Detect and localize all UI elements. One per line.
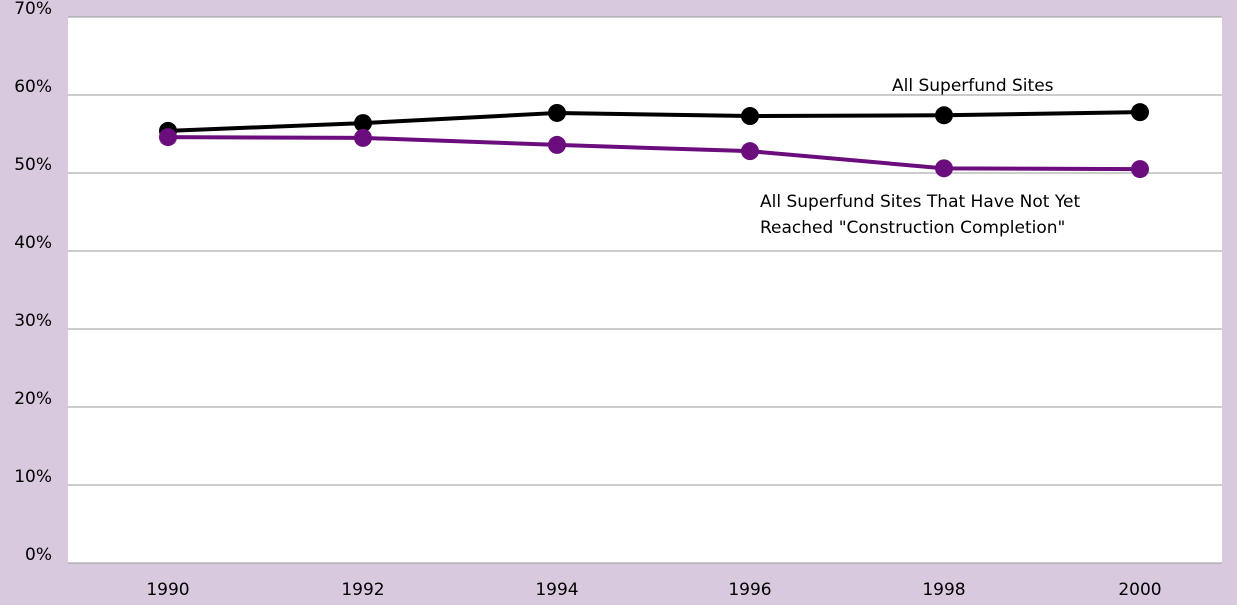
y-tick-label: 20% (14, 389, 52, 409)
series-label: All Superfund Sites That Have Not Yet Re… (760, 192, 1081, 238)
y-tick-label: 70% (14, 0, 52, 19)
data-point (159, 128, 177, 147)
y-tick-label: 30% (14, 311, 52, 331)
x-tick-label: 1996 (728, 580, 771, 600)
data-point (354, 128, 372, 147)
data-point (935, 106, 953, 125)
plot-area (68, 17, 1222, 563)
x-tick-label: 1998 (922, 580, 965, 600)
data-point (548, 135, 566, 154)
data-point (1131, 160, 1149, 179)
data-point (1131, 103, 1149, 122)
y-tick-label: 50% (14, 155, 52, 175)
x-tick-label: 1994 (535, 580, 578, 600)
data-point (741, 142, 759, 161)
y-tick-label: 10% (14, 467, 52, 487)
series-label: All Superfund Sites (892, 76, 1054, 96)
x-tick-label: 1990 (146, 580, 189, 600)
series-line (167, 110, 1141, 133)
x-tick-label: 2000 (1118, 580, 1161, 600)
data-point (935, 159, 953, 178)
y-tick-label: 0% (25, 545, 52, 565)
data-point (741, 107, 759, 126)
x-tick-label: 1992 (341, 580, 384, 600)
data-point (354, 114, 372, 133)
y-tick-label: 40% (14, 233, 52, 253)
data-point (548, 103, 566, 122)
series-line (167, 135, 1141, 172)
y-tick-label: 60% (14, 77, 52, 97)
